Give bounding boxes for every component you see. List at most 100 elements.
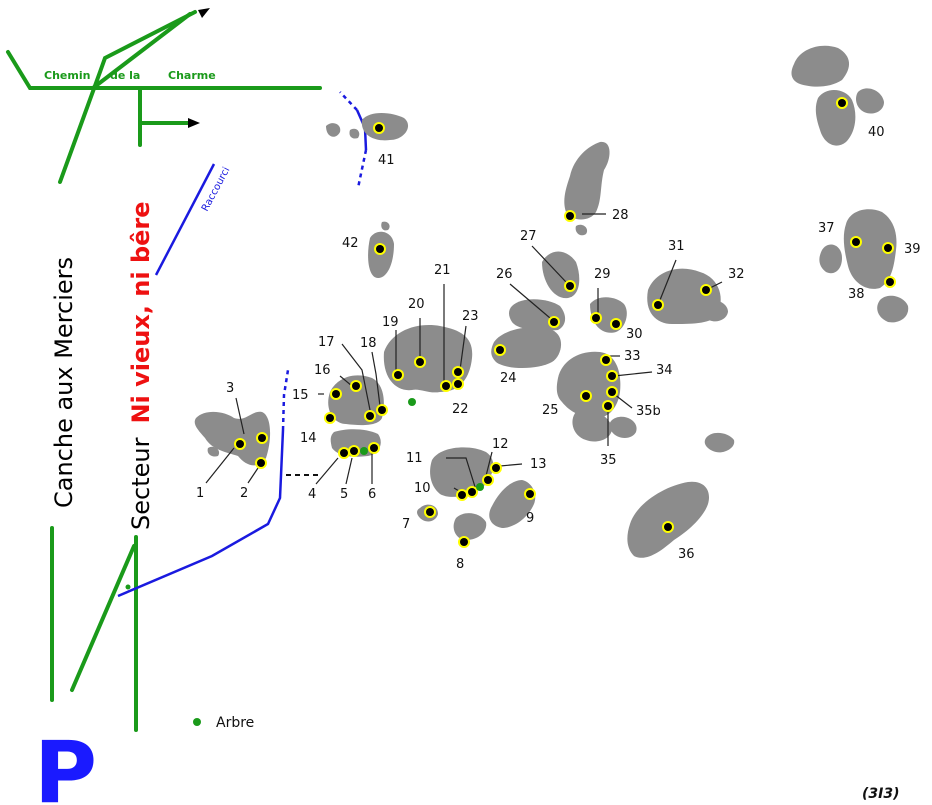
marker-25[interactable] [580,390,592,402]
marker-6[interactable] [368,442,380,454]
road-label-charme: Charme [168,69,216,82]
path-approach-dashed [281,369,290,431]
marker-38[interactable] [884,276,896,288]
boulder-label-6: 6 [368,487,376,502]
sector-prefix: Secteur [127,437,155,530]
path-approach [117,429,285,598]
marker-18[interactable] [376,404,388,416]
marker-11[interactable] [466,486,478,498]
marker-22[interactable] [452,378,464,390]
marker-35b[interactable] [606,386,618,398]
boulder-label-7: 7 [402,517,410,532]
marker-10[interactable] [456,489,468,501]
marker-37[interactable] [850,236,862,248]
boulder-label-41: 41 [378,153,395,168]
marker-13[interactable] [490,462,502,474]
markers [234,97,896,548]
boulder-label-5: 5 [340,487,348,502]
marker-23[interactable] [452,366,464,378]
boulder-label-32: 32 [728,267,745,282]
marker-17[interactable] [364,410,376,422]
marker-31[interactable] [652,299,664,311]
marker-36[interactable] [662,521,674,533]
boulder-label-17: 17 [318,335,335,350]
road-label-chemin: Chemin [44,69,90,82]
boulder-label-37: 37 [818,221,835,236]
marker-4[interactable] [338,447,350,459]
boulder-label-33: 33 [624,349,641,364]
path-raccourci [154,163,216,276]
marker-35[interactable] [602,400,614,412]
marker-9[interactable] [524,488,536,500]
marker-29[interactable] [590,312,602,324]
boulder-label-39: 39 [904,242,921,257]
arrow-east-icon [188,118,200,128]
boulder-label-42: 42 [342,236,359,251]
legend-tree-icon [193,718,201,726]
marker-14[interactable] [324,412,336,424]
marker-42[interactable] [374,243,386,255]
tree-marker-2 [360,447,368,455]
boulder-label-11: 11 [406,451,423,466]
marker-26[interactable] [548,316,560,328]
raccourci-label: Raccourci [200,165,232,213]
footer-code: (3I3) [862,786,900,802]
road-diagonal-south [70,544,136,692]
rocks [194,45,909,558]
boulder-label-15: 15 [292,388,309,403]
boulder-label-19: 19 [382,315,399,330]
boulder-label-10: 10 [414,481,431,496]
marker-41[interactable] [373,122,385,134]
marker-33[interactable] [600,354,612,366]
boulder-label-31: 31 [668,239,685,254]
boulder-label-14: 14 [300,431,317,446]
marker-24[interactable] [494,344,506,356]
boulder-label-3: 3 [226,381,234,396]
marker-30[interactable] [610,318,622,330]
boulder-label-30: 30 [626,327,643,342]
boulder-label-2: 2 [240,486,248,501]
sector-name: Ni vieux, ni bêre [127,201,155,423]
marker-1[interactable] [234,438,246,450]
canche-label: Canche aux Merciers [50,257,78,508]
tree-marker-3 [476,483,484,491]
path-north-dashed-bottom [356,149,368,189]
marker-20[interactable] [414,356,426,368]
boulder-label-16: 16 [314,363,331,378]
blue-paths [117,91,368,598]
boulder-label-20: 20 [408,297,425,312]
marker-5[interactable] [348,445,360,457]
marker-28[interactable] [564,210,576,222]
marker-39[interactable] [882,242,894,254]
boulder-label-27: 27 [520,229,537,244]
marker-15[interactable] [330,388,342,400]
marker-7[interactable] [424,506,436,518]
marker-16[interactable] [350,380,362,392]
tree-marker-parking [125,584,131,590]
boulder-label-22: 22 [452,402,469,417]
legend-tree-label: Arbre [216,715,254,731]
marker-2[interactable] [255,457,267,469]
marker-34[interactable] [606,370,618,382]
marker-32[interactable] [700,284,712,296]
boulder-label-35b: 35b [636,404,661,419]
boulder-label-18: 18 [360,336,377,351]
path-north-dashed-top [339,91,358,111]
boulder-label-12: 12 [492,437,509,452]
road-north-branch [58,10,197,184]
boulder-label-4: 4 [308,487,316,502]
boulder-label-38: 38 [848,287,865,302]
marker-21[interactable] [440,380,452,392]
marker-3[interactable] [256,432,268,444]
marker-19[interactable] [392,369,404,381]
boulder-label-29: 29 [594,267,611,282]
marker-40[interactable] [836,97,848,109]
marker-8[interactable] [458,536,470,548]
boulder-label-1: 1 [196,486,204,501]
tree-marker-1 [408,398,416,406]
parking-label: P [34,723,97,805]
marker-12[interactable] [482,474,494,486]
boulder-label-40: 40 [868,125,885,140]
marker-27[interactable] [564,280,576,292]
